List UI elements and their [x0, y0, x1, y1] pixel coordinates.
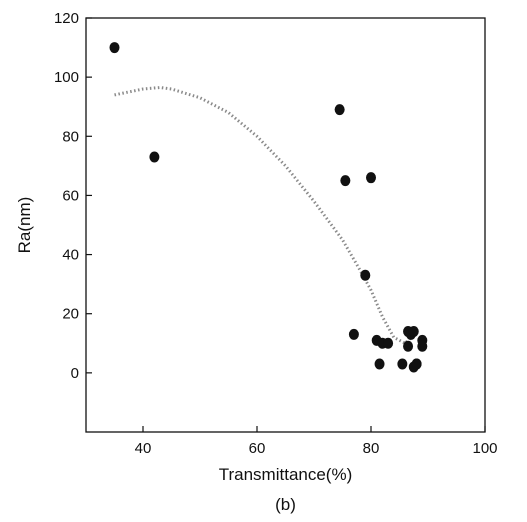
y-axis-label: Ra(nm): [15, 197, 34, 254]
trend-curve: [114, 85, 412, 346]
trend-layer: [114, 85, 412, 346]
y-tick-label: 40: [62, 247, 79, 264]
data-point: [109, 42, 120, 54]
x-tick-label: 100: [472, 440, 497, 457]
data-point: [403, 340, 414, 352]
y-axis-ticks: 0 20 40 60 80 100 120: [54, 10, 92, 382]
data-point: [340, 175, 351, 187]
y-tick-label: 20: [62, 306, 79, 323]
points-layer: [109, 42, 428, 373]
data-point: [366, 172, 376, 184]
x-tick-label: 60: [249, 440, 266, 457]
y-tick-label: 60: [62, 187, 79, 204]
x-tick-label: 80: [363, 440, 380, 457]
x-tick-label: 40: [135, 440, 152, 457]
data-point: [397, 358, 408, 370]
figure-caption: (b): [275, 495, 296, 514]
data-point: [374, 358, 385, 370]
data-point: [348, 328, 359, 340]
data-point: [149, 151, 160, 163]
data-point: [334, 104, 345, 116]
x-axis-ticks: 40 60 80 100: [135, 426, 498, 457]
data-point: [360, 269, 371, 281]
data-point: [408, 325, 419, 337]
data-point: [383, 337, 394, 349]
plot-frame: [85, 17, 486, 433]
data-point: [411, 358, 422, 370]
y-tick-label: 120: [54, 10, 79, 27]
y-tick-label: 100: [54, 69, 79, 86]
data-point: [417, 340, 428, 352]
y-tick-label: 80: [62, 128, 79, 145]
x-axis-label: Transmittance(%): [219, 465, 353, 484]
y-tick-label: 0: [71, 365, 79, 382]
